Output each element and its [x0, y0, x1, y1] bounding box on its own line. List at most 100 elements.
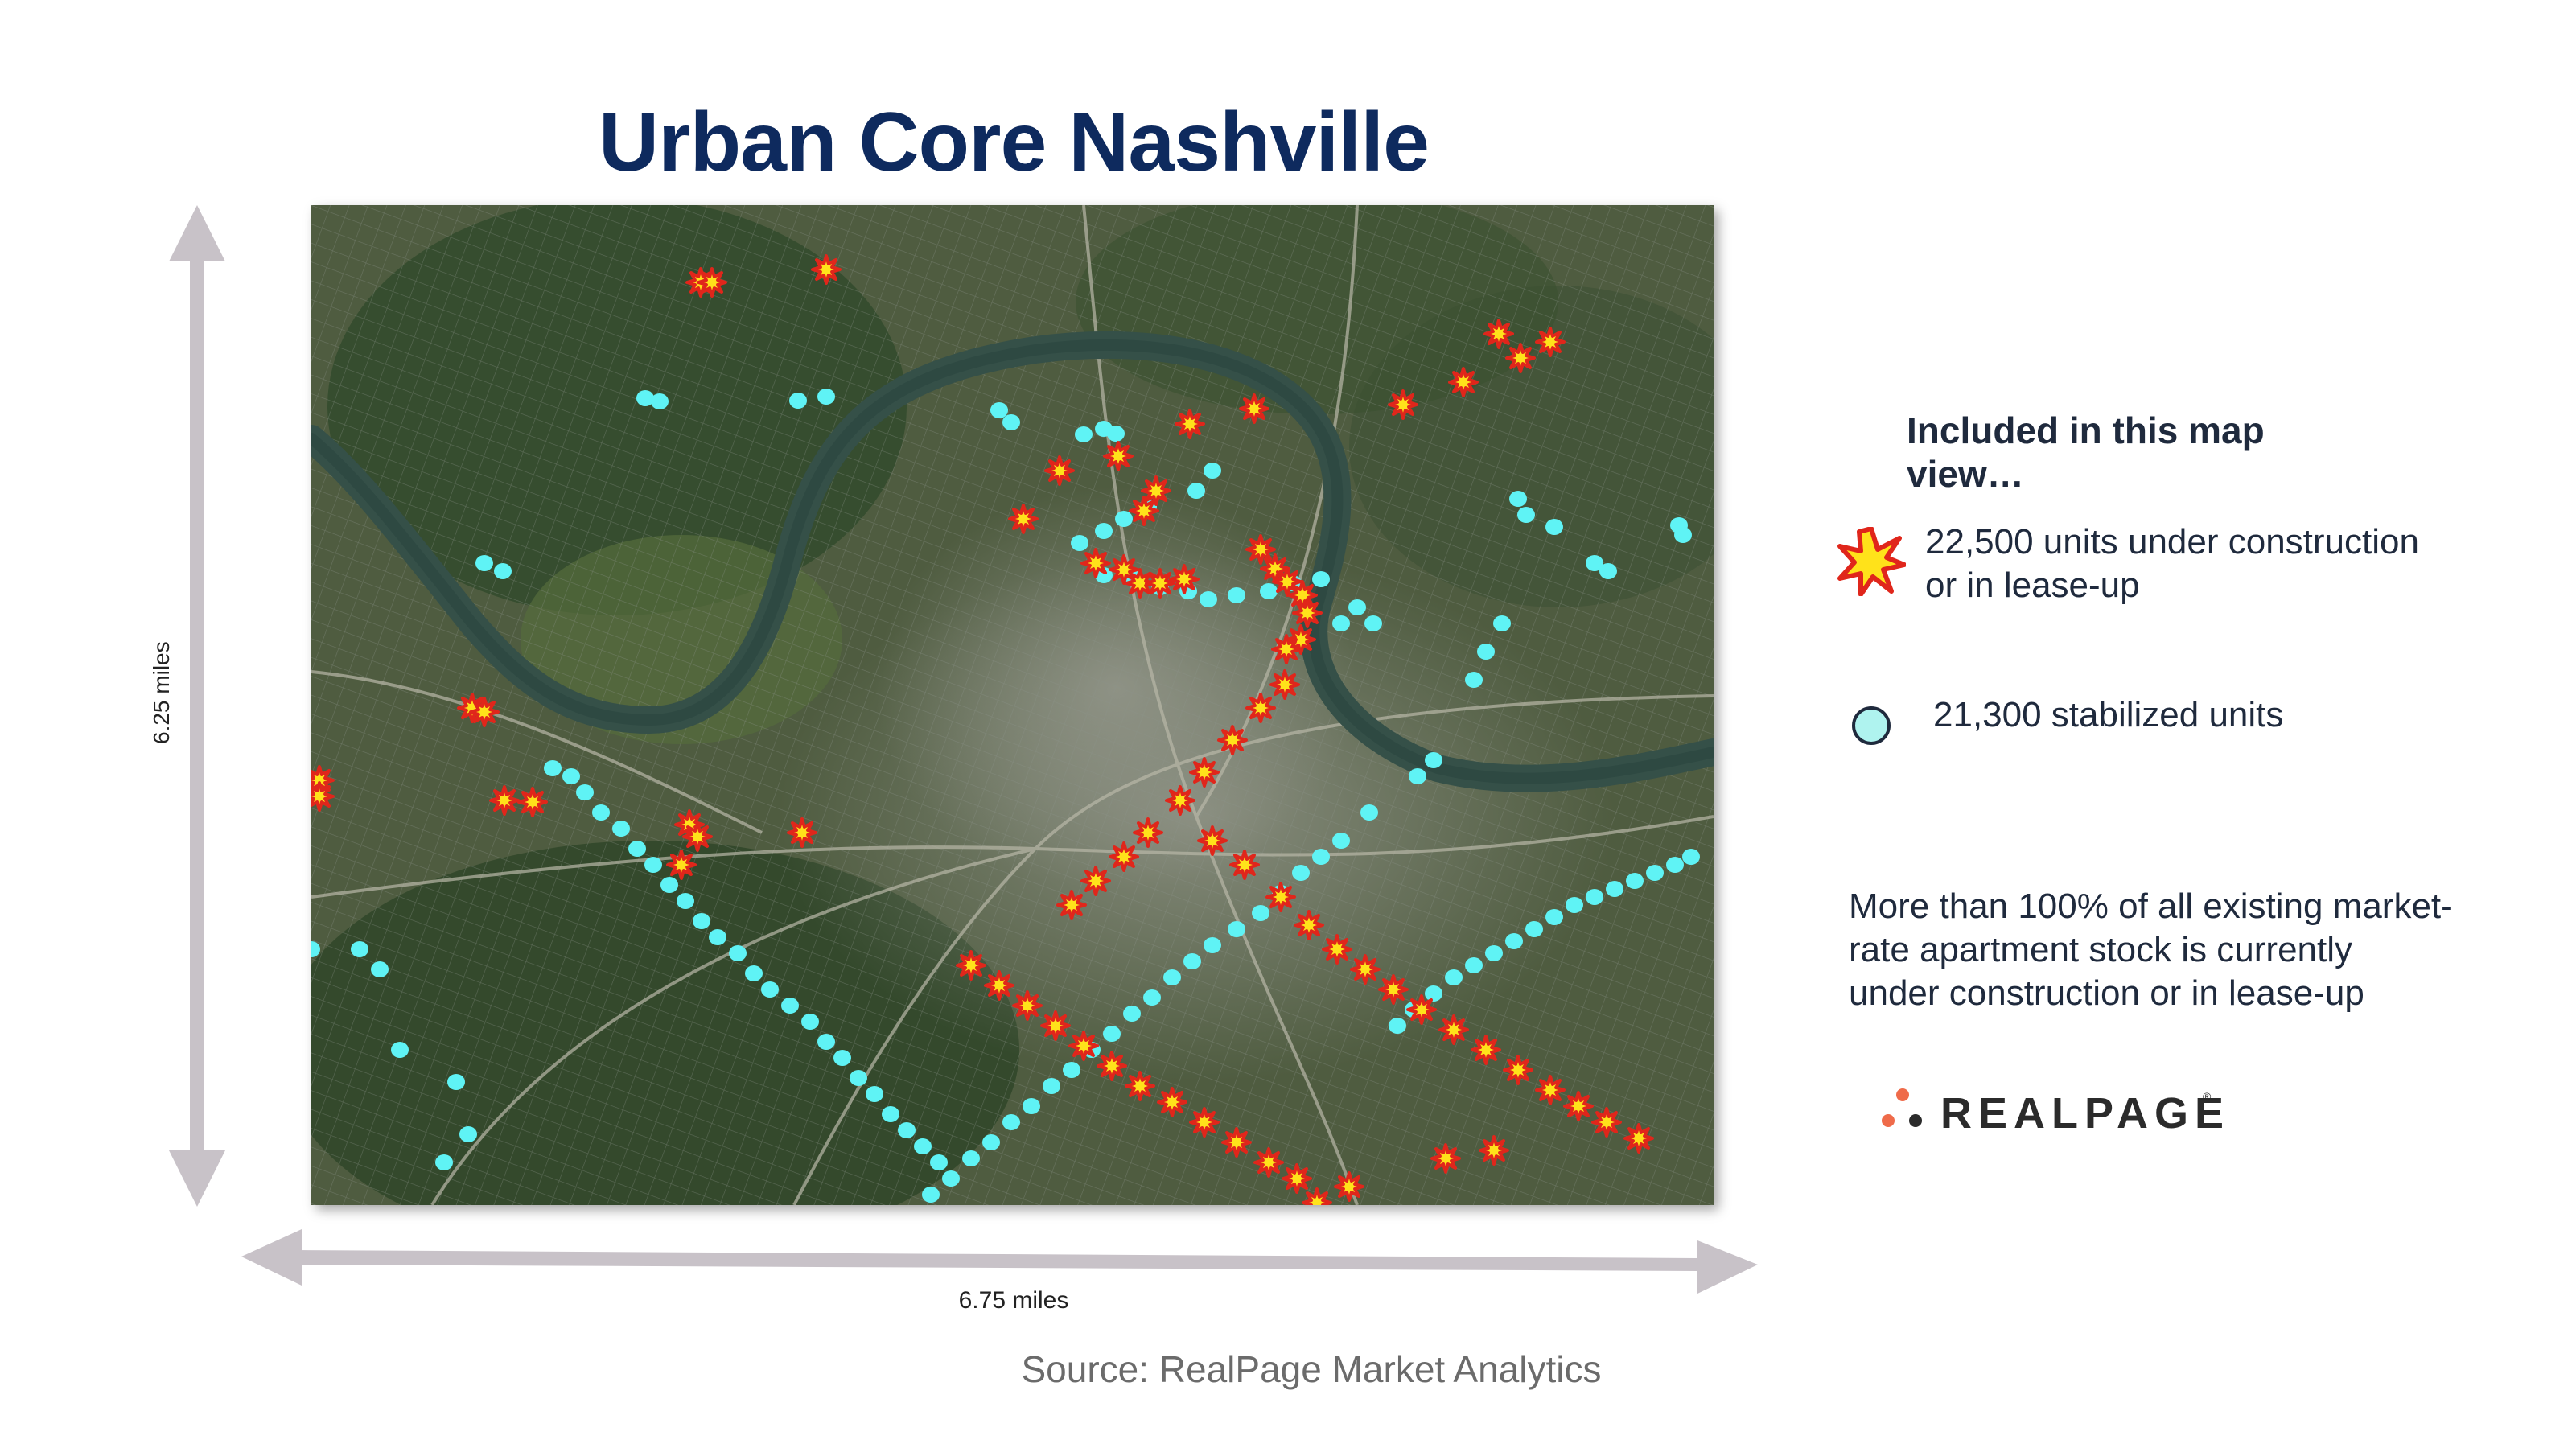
- horizontal-distance-label: 6.75 miles: [958, 1287, 1069, 1314]
- stabilized-marker: [789, 393, 807, 409]
- vertical-distance-arrow: [169, 205, 225, 1207]
- stabilized-marker: [660, 877, 678, 893]
- stabilized-marker: [1626, 873, 1644, 889]
- stabilized-marker: [1364, 615, 1382, 631]
- construction-marker: [1563, 1091, 1594, 1121]
- construction-marker: [1292, 598, 1323, 628]
- construction-marker: [1080, 866, 1111, 896]
- construction-marker: [1294, 910, 1324, 940]
- construction-marker: [1125, 568, 1155, 599]
- construction-marker: [1438, 1014, 1469, 1045]
- stabilized-marker: [459, 1126, 477, 1142]
- construction-marker: [1157, 1087, 1187, 1117]
- stabilized-marker: [1071, 535, 1088, 551]
- stabilized-marker: [1143, 989, 1161, 1006]
- horizontal-distance-arrow: [241, 1229, 1758, 1294]
- stabilized-marker: [351, 941, 368, 957]
- stabilized-marker: [1525, 921, 1543, 937]
- stabilized-marker: [1606, 881, 1623, 897]
- construction-marker: [1012, 990, 1043, 1021]
- stabilized-marker: [1204, 463, 1221, 479]
- construction-marker: [1245, 534, 1276, 565]
- stabilized-marker: [817, 1034, 835, 1050]
- stabilized-marker: [1682, 849, 1700, 865]
- construction-marker: [1103, 441, 1134, 471]
- stabilized-marker: [1123, 1006, 1141, 1022]
- construction-marker: [984, 970, 1014, 1001]
- stabilized-marker: [1586, 555, 1603, 571]
- construction-marker: [1189, 757, 1220, 788]
- construction-marker: [469, 697, 500, 727]
- stabilized-marker: [1187, 483, 1205, 499]
- construction-marker: [1479, 1135, 1509, 1166]
- construction-marker: [1133, 817, 1163, 848]
- construction-marker: [1229, 850, 1260, 880]
- construction-marker: [1334, 1171, 1364, 1202]
- stabilized-marker: [990, 402, 1008, 418]
- stabilized-marker: [1586, 889, 1603, 905]
- construction-marker: [1129, 496, 1159, 526]
- stabilized-marker: [745, 965, 763, 981]
- construction-marker: [1125, 1071, 1155, 1101]
- stabilized-marker: [1425, 752, 1442, 768]
- stabilized-marker: [1023, 1098, 1040, 1114]
- stabilized-marker: [1075, 426, 1093, 442]
- stabilized-marker: [1509, 491, 1527, 507]
- realpage-wordmark: REALPAGE: [1940, 1089, 2231, 1138]
- stabilized-marker: [817, 389, 835, 405]
- construction-marker: [1302, 1187, 1332, 1205]
- construction-marker: [489, 785, 520, 816]
- stabilized-marker: [693, 913, 710, 929]
- stabilized-marker: [677, 893, 694, 909]
- construction-marker: [1265, 882, 1296, 912]
- construction-marker: [1271, 634, 1302, 664]
- stabilized-marker: [1477, 644, 1495, 660]
- trademark-mark: ®: [2203, 1090, 2212, 1103]
- construction-marker: [1471, 1035, 1501, 1065]
- construction-marker: [1623, 1123, 1654, 1154]
- construction-marker: [1430, 1143, 1461, 1174]
- stabilized-marker: [1409, 768, 1426, 784]
- construction-marker: [1503, 1055, 1533, 1085]
- construction-marker: [1448, 367, 1479, 397]
- stabilized-marker: [729, 945, 747, 961]
- stabilized-marker: [1666, 857, 1684, 873]
- stabilized-marker: [801, 1014, 819, 1030]
- construction-marker: [1245, 693, 1276, 723]
- construction-marker: [956, 950, 986, 981]
- note-line2: rate apartment stock is currently: [1849, 930, 2353, 969]
- construction-marker: [1378, 974, 1409, 1005]
- legend-construction-line2: or in lease-up: [1925, 566, 2140, 605]
- stabilized-marker: [1002, 1114, 1020, 1130]
- stabilized-marker: [544, 760, 562, 776]
- stabilized-marker: [1348, 599, 1366, 615]
- stabilized-marker: [1002, 414, 1020, 430]
- construction-share-note: More than 100% of all existing market- r…: [1849, 885, 2508, 1015]
- construction-marker: [1221, 1127, 1252, 1158]
- stabilized-marker: [1228, 587, 1245, 603]
- stabilized-marker: [1389, 1018, 1406, 1034]
- realpage-dots-icon: [1882, 1088, 1922, 1127]
- stabilized-marker: [1505, 933, 1523, 949]
- stabilized-marker: [1545, 909, 1563, 925]
- construction-marker: [1109, 841, 1139, 872]
- construction-marker: [1388, 389, 1418, 420]
- construction-marker: [1169, 564, 1200, 594]
- stabilized-marker: [1517, 507, 1535, 523]
- stabilized-marker: [761, 981, 779, 998]
- stabilized-marker: [1465, 672, 1483, 688]
- construction-marker: [1056, 890, 1087, 920]
- legend-construction-line1: 22,500 units under construction: [1925, 522, 2419, 562]
- stabilized-marker: [1332, 615, 1350, 631]
- stabilized-marker: [1252, 905, 1269, 921]
- stabilized-marker: [833, 1050, 851, 1066]
- stabilized-marker: [982, 1134, 1000, 1150]
- stabilized-marker: [1646, 865, 1664, 881]
- realpage-logo[interactable]: REALPAGE ®: [1879, 1082, 2224, 1146]
- construction-marker: [1165, 785, 1195, 816]
- stabilized-marker: [1599, 563, 1617, 579]
- construction-marker: [1406, 994, 1437, 1025]
- stabilized-marker: [1445, 969, 1463, 985]
- construction-marker: [1282, 1163, 1312, 1194]
- stabilized-marker: [1425, 985, 1442, 1002]
